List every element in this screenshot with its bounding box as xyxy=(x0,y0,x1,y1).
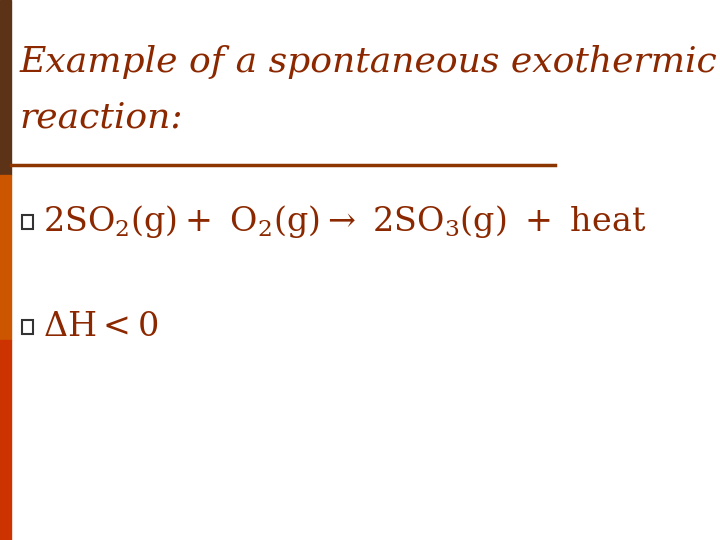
Bar xyxy=(22,215,32,229)
Bar xyxy=(0,0,11,175)
Bar xyxy=(0,340,11,540)
Bar xyxy=(22,320,32,334)
Text: Example of a spontaneous exothermic: Example of a spontaneous exothermic xyxy=(19,45,717,79)
Text: $\mathregular{2SO_2(g)+\ O_2(g)\rightarrow\ 2SO_3(g)\ +\ heat}$: $\mathregular{2SO_2(g)+\ O_2(g)\rightarr… xyxy=(43,204,646,240)
Text: $\mathregular{\Delta H<0}$: $\mathregular{\Delta H<0}$ xyxy=(43,311,158,343)
Bar xyxy=(0,175,11,340)
Text: reaction:: reaction: xyxy=(19,100,183,134)
